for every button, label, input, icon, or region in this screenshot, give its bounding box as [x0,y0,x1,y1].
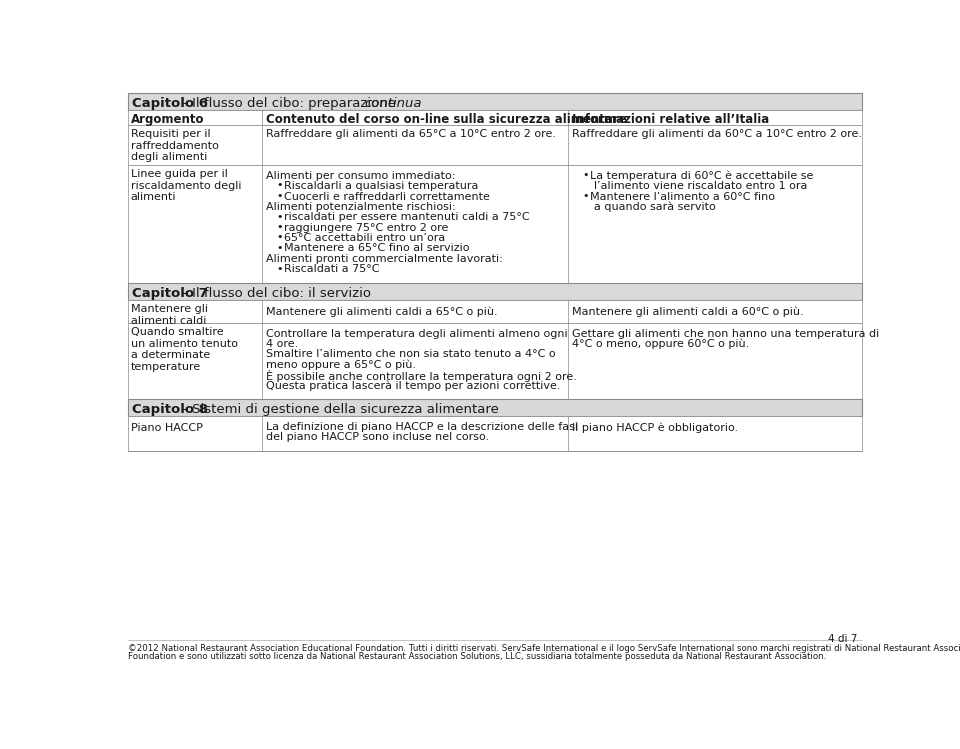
Text: •: • [583,170,589,180]
Bar [128,283,862,300]
Text: 4 ore.: 4 ore. [266,339,298,349]
Bar [128,300,862,323]
Text: Riscaldarli a qualsiasi temperatura: Riscaldarli a qualsiasi temperatura [284,181,479,191]
Text: Argomento: Argomento [131,113,204,126]
Bar [128,399,862,416]
Text: •: • [276,232,283,243]
Text: Raffreddare gli alimenti da 65°C a 10°C entro 2 ore.: Raffreddare gli alimenti da 65°C a 10°C … [266,129,556,139]
Text: Riscaldati a 75°C: Riscaldati a 75°C [284,264,380,274]
Text: Controllare la temperatura degli alimenti almeno ogni: Controllare la temperatura degli aliment… [266,329,567,339]
Text: Raffreddare gli alimenti da 60°C a 10°C entro 2 ore.: Raffreddare gli alimenti da 60°C a 10°C … [572,129,862,139]
Text: Il piano HACCP è obbligatorio.: Il piano HACCP è obbligatorio. [572,422,738,433]
Text: È possibile anche controllare la temperatura ogni 2 ore.: È possibile anche controllare la tempera… [266,370,577,382]
Text: •: • [276,243,283,252]
Text: del piano HACCP sono incluse nel corso.: del piano HACCP sono incluse nel corso. [266,432,489,442]
Text: Mantenere l’alimento a 60°C fino: Mantenere l’alimento a 60°C fino [590,192,776,201]
Bar [128,323,862,399]
Text: Smaltire l’alimento che non sia stato tenuto a 4°C o: Smaltire l’alimento che non sia stato te… [266,349,555,360]
Text: l’alimento viene riscaldato entro 1 ora: l’alimento viene riscaldato entro 1 ora [593,181,807,191]
Text: Mantenere gli alimenti caldi a 60°C o più.: Mantenere gli alimenti caldi a 60°C o pi… [572,306,804,317]
Text: continua: continua [364,97,421,110]
Bar [128,93,862,110]
Text: – Sistemi di gestione della sicurezza alimentare: – Sistemi di gestione della sicurezza al… [177,403,498,416]
Bar [128,125,862,166]
Text: •: • [276,211,283,222]
Text: Alimenti pronti commercialmente lavorati:: Alimenti pronti commercialmente lavorati… [266,254,502,264]
Text: Quando smaltire
un alimento tenuto
a determinate
temperature: Quando smaltire un alimento tenuto a det… [131,327,238,372]
Bar [128,416,862,451]
Text: Capitolo 6: Capitolo 6 [132,97,207,110]
Text: – Il flusso del cibo: preparazione: – Il flusso del cibo: preparazione [177,97,396,110]
Text: Foundation e sono utilizzati sotto licenza da National Restaurant Association So: Foundation e sono utilizzati sotto licen… [128,652,826,661]
Text: meno oppure a 65°C o più.: meno oppure a 65°C o più. [266,360,416,370]
Text: Mantenere a 65°C fino al servizio: Mantenere a 65°C fino al servizio [284,243,469,253]
Text: •: • [276,222,283,232]
Text: Mantenere gli
alimenti caldi: Mantenere gli alimenti caldi [131,304,208,326]
Text: Alimenti potenzialmente rischiosi:: Alimenti potenzialmente rischiosi: [266,202,455,212]
Text: Informazioni relative all’Italia: Informazioni relative all’Italia [572,113,769,126]
Text: Mantenere gli alimenti caldi a 65°C o più.: Mantenere gli alimenti caldi a 65°C o pi… [266,306,497,317]
Text: ©2012 National Restaurant Association Educational Foundation. Tutti i diritti ri: ©2012 National Restaurant Association Ed… [128,644,960,653]
Text: riscaldati per essere mantenuti caldi a 75°C: riscaldati per essere mantenuti caldi a … [284,212,530,222]
Text: •: • [276,181,283,190]
Text: 4°C o meno, oppure 60°C o più.: 4°C o meno, oppure 60°C o più. [572,339,749,350]
Text: Capitolo 7: Capitolo 7 [132,287,207,300]
Text: 4 di 7: 4 di 7 [828,634,858,643]
Text: La temperatura di 60°C è accettabile se: La temperatura di 60°C è accettabile se [590,171,814,181]
Text: Cuocerli e raffreddarli correttamente: Cuocerli e raffreddarli correttamente [284,192,491,201]
Text: •: • [276,264,283,273]
Text: Linee guida per il
riscaldamento degli
alimenti: Linee guida per il riscaldamento degli a… [131,169,241,202]
Text: raggiungere 75°C entro 2 ore: raggiungere 75°C entro 2 ore [284,222,448,233]
Text: Questa pratica lascerà il tempo per azioni correttive.: Questa pratica lascerà il tempo per azio… [266,380,561,391]
Text: Piano HACCP: Piano HACCP [131,422,203,432]
Text: Requisiti per il
raffreddamento
degli alimenti: Requisiti per il raffreddamento degli al… [131,129,219,163]
Text: – Il flusso del cibo: il servizio: – Il flusso del cibo: il servizio [177,287,371,300]
Text: Contenuto del corso on-line sulla sicurezza alimentare: Contenuto del corso on-line sulla sicure… [266,113,627,126]
Text: Gettare gli alimenti che non hanno una temperatura di: Gettare gli alimenti che non hanno una t… [572,329,879,339]
Text: Alimenti per consumo immediato:: Alimenti per consumo immediato: [266,171,455,181]
Text: •: • [276,191,283,201]
Bar [128,110,862,125]
Text: 65°C accettabili entro un’ora: 65°C accettabili entro un’ora [284,233,445,243]
Text: Capitolo 8: Capitolo 8 [132,403,207,416]
Text: La definizione di piano HACCP e la descrizione delle fasi: La definizione di piano HACCP e la descr… [266,422,578,431]
Bar [128,166,862,283]
Text: •: • [583,191,589,201]
Text: a quando sarà servito: a quando sarà servito [593,202,715,213]
